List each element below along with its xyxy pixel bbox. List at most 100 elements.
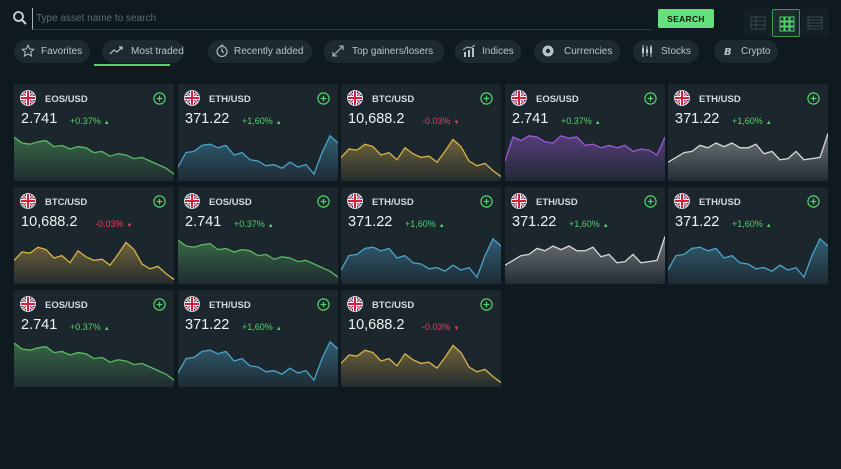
table-view-icon xyxy=(750,16,766,30)
asset-card[interactable]: ETH/USD 371.22 +1,60% ▲ xyxy=(505,187,665,284)
add-favorite-icon[interactable] xyxy=(480,298,493,311)
asset-card[interactable]: ETH/USD 371.22 +1,60% ▲ xyxy=(668,84,828,181)
sparkline-line xyxy=(505,135,665,162)
search-button[interactable]: SEARCH xyxy=(658,9,714,28)
asset-pair: BTC/USD xyxy=(45,197,88,208)
asset-price: 371.22 xyxy=(348,214,393,230)
tab-currencies[interactable]: Currencies xyxy=(534,40,620,63)
add-favorite-icon[interactable] xyxy=(480,92,493,105)
grid-view-icon xyxy=(779,16,795,32)
sparkline-chart xyxy=(178,239,338,284)
trending-icon xyxy=(109,46,123,55)
tab-favorites[interactable]: Favorites xyxy=(14,40,90,63)
sparkline-line xyxy=(341,344,501,384)
add-favorite-icon[interactable] xyxy=(644,195,657,208)
sparkline-line xyxy=(505,236,665,266)
sparkline-chart xyxy=(341,237,501,284)
uk-flag-icon xyxy=(511,193,527,209)
asset-card[interactable]: EOS/USD 2.741 +0.37% ▲ xyxy=(14,84,174,181)
search-bar: SEARCH xyxy=(12,8,730,32)
arrow-up-icon: ▲ xyxy=(765,223,772,229)
tab-label: Top gainers/losers xyxy=(352,46,434,57)
active-tab-indicator xyxy=(94,64,170,66)
list-view-button[interactable] xyxy=(744,9,772,37)
sparkline-line xyxy=(14,136,174,175)
price-change: -0.03% ▼ xyxy=(422,116,459,126)
add-favorite-icon[interactable] xyxy=(317,298,330,311)
asset-price: 371.22 xyxy=(675,111,720,127)
uk-flag-icon xyxy=(184,193,200,209)
uk-flag-icon xyxy=(347,193,363,209)
uk-flag-icon xyxy=(674,193,690,209)
add-favorite-icon[interactable] xyxy=(480,195,493,208)
add-favorite-icon[interactable] xyxy=(153,298,166,311)
asset-card[interactable]: ETH/USD 371.22 +1,60% ▲ xyxy=(668,187,828,284)
price-change: +1,60% ▲ xyxy=(405,219,445,229)
price-change-value: +0.37% xyxy=(70,322,101,332)
search-input[interactable] xyxy=(32,8,652,30)
add-favorite-icon[interactable] xyxy=(317,92,330,105)
tab-label: Currencies xyxy=(564,46,613,57)
sparkline-line xyxy=(178,239,338,278)
asset-card[interactable]: EOS/USD 2.741 +0.37% ▲ xyxy=(505,84,665,181)
uk-flag-icon xyxy=(347,296,363,312)
add-favorite-icon[interactable] xyxy=(153,195,166,208)
asset-card[interactable]: ETH/USD 371.22 +1,60% ▲ xyxy=(178,84,338,181)
sparkline-chart xyxy=(341,138,501,181)
uk-flag-icon xyxy=(20,193,36,209)
sparkline-line xyxy=(14,342,174,381)
tab-most-traded[interactable]: Most traded xyxy=(102,40,184,63)
sparkline-chart xyxy=(505,135,665,181)
tab-stocks[interactable]: Stocks xyxy=(633,40,699,63)
add-favorite-icon[interactable] xyxy=(807,92,820,105)
asset-price: 371.22 xyxy=(185,111,230,127)
asset-pair: ETH/USD xyxy=(536,197,578,208)
price-change-value: -0.03% xyxy=(422,322,451,332)
asset-pair: ETH/USD xyxy=(209,94,251,105)
tab-label: Most traded xyxy=(131,46,184,57)
add-favorite-icon[interactable] xyxy=(644,92,657,105)
sparkline-chart xyxy=(178,134,338,181)
asset-price: 10,688.2 xyxy=(348,317,405,333)
asset-card[interactable]: ETH/USD 371.22 +1,60% ▲ xyxy=(341,187,501,284)
asset-card[interactable]: EOS/USD 2.741 +0.37% ▲ xyxy=(14,290,174,387)
sparkline-line xyxy=(668,237,828,279)
asset-pair: ETH/USD xyxy=(372,197,414,208)
sparkline-area xyxy=(341,238,501,284)
search-icon[interactable] xyxy=(12,10,28,26)
compact-list-view-button[interactable] xyxy=(801,9,829,37)
asset-card[interactable]: EOS/USD 2.741 +0.37% ▲ xyxy=(178,187,338,284)
grid-view-button[interactable] xyxy=(772,9,800,37)
asset-price: 2.741 xyxy=(512,111,549,127)
tab-top-gainers-losers[interactable]: Top gainers/losers xyxy=(324,40,444,63)
tab-label: Favorites xyxy=(41,46,83,57)
sparkline-line xyxy=(178,134,338,176)
asset-price: 2.741 xyxy=(21,317,58,333)
asset-pair: ETH/USD xyxy=(699,197,741,208)
price-change: +1,60% ▲ xyxy=(732,219,772,229)
sparkline-area xyxy=(14,343,174,387)
sparkline-area xyxy=(178,341,338,387)
add-favorite-icon[interactable] xyxy=(153,92,166,105)
arrow-up-icon: ▲ xyxy=(594,120,601,126)
asset-card[interactable]: BTC/USD 10,688.2 -0.03% ▼ xyxy=(341,84,501,181)
tab-recently-added[interactable]: Recently added xyxy=(208,40,312,63)
sparkline-line xyxy=(14,241,174,281)
clock-icon xyxy=(216,44,228,58)
bar-chart-icon xyxy=(462,44,476,57)
tab-crypto[interactable]: B Crypto xyxy=(714,40,778,63)
price-change-value: +1,60% xyxy=(732,116,763,126)
add-favorite-icon[interactable] xyxy=(807,195,820,208)
arrow-down-icon: ▼ xyxy=(453,120,460,126)
sparkline-area xyxy=(505,236,665,284)
price-change-value: +0.37% xyxy=(561,116,592,126)
add-favorite-icon[interactable] xyxy=(317,195,330,208)
asset-pair: BTC/USD xyxy=(372,300,415,311)
price-change: +0.37% ▲ xyxy=(70,116,110,126)
asset-card[interactable]: BTC/USD 10,688.2 -0.03% ▼ xyxy=(14,187,174,284)
tab-indices[interactable]: Indices xyxy=(455,40,521,63)
arrow-up-icon: ▲ xyxy=(103,120,110,126)
price-change: +1,60% ▲ xyxy=(242,322,282,332)
asset-card[interactable]: BTC/USD 10,688.2 -0.03% ▼ xyxy=(341,290,501,387)
asset-card[interactable]: ETH/USD 371.22 +1,60% ▲ xyxy=(178,290,338,387)
